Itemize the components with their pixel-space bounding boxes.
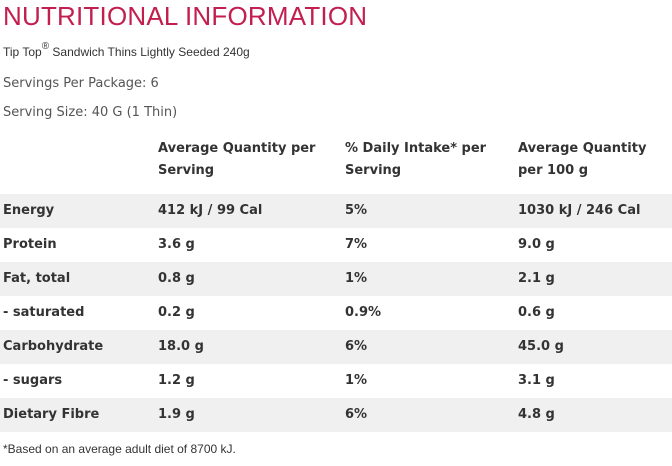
per-serving-value: 3.6 g bbox=[158, 237, 195, 252]
daily-intake-value: 6% bbox=[345, 339, 368, 354]
nutrient-label: Protein bbox=[3, 237, 57, 252]
header-per-100g: Average Quantity per 100 g bbox=[518, 141, 647, 178]
nutrient-label: Dietary Fibre bbox=[3, 407, 100, 422]
nutrient-label: Energy bbox=[3, 203, 55, 218]
per-serving-value: 0.8 g bbox=[158, 271, 195, 286]
page-title: NUTRITIONAL INFORMATION bbox=[3, 1, 368, 31]
per-serving-value: 412 kJ / 99 Cal bbox=[158, 203, 263, 218]
table-row: - saturated 0.2 g 0.9% 0.6 g bbox=[0, 296, 672, 330]
daily-intake-value: 6% bbox=[345, 407, 368, 422]
table-row: Fat, total 0.8 g 1% 2.1 g bbox=[0, 262, 672, 296]
registered-mark: ® bbox=[41, 41, 50, 52]
product-name: Tip Top® Sandwich Thins Lightly Seeded 2… bbox=[3, 41, 250, 59]
product-brand: Tip Top bbox=[3, 45, 42, 59]
daily-intake-value: 1% bbox=[345, 373, 368, 388]
per-serving-value: 0.2 g bbox=[158, 305, 195, 320]
table-row: - sugars 1.2 g 1% 3.1 g bbox=[0, 364, 672, 398]
daily-intake-value: 1% bbox=[345, 271, 368, 286]
header-daily-intake: % Daily Intake* per Serving bbox=[345, 141, 487, 178]
daily-intake-value: 7% bbox=[345, 237, 368, 252]
per-serving-value: 1.9 g bbox=[158, 407, 195, 422]
per-100g-value: 2.1 g bbox=[518, 271, 555, 286]
table-row: Energy 412 kJ / 99 Cal 5% 1030 kJ / 246 Cal bbox=[0, 194, 672, 228]
per-100g-value: 45.0 g bbox=[518, 339, 564, 354]
table-body: Energy 412 kJ / 99 Cal 5% 1030 kJ / 246 Cal… bbox=[0, 194, 672, 432]
nutrient-label: Carbohydrate bbox=[3, 339, 104, 354]
table-row: Dietary Fibre 1.9 g 6% 4.8 g bbox=[0, 398, 672, 432]
per-100g-value: 1030 kJ / 246 Cal bbox=[518, 203, 641, 218]
nutrient-label: - sugars bbox=[3, 373, 63, 388]
table-header: Average Quantity per Serving % Daily Int… bbox=[0, 129, 672, 194]
nutrient-label: - saturated bbox=[3, 305, 85, 320]
servings-per-package: Servings Per Package: 6 bbox=[3, 76, 159, 91]
per-100g-value: 9.0 g bbox=[518, 237, 555, 252]
serving-size: Serving Size: 40 G (1 Thin) bbox=[3, 105, 178, 120]
per-serving-value: 18.0 g bbox=[158, 339, 204, 354]
nutrient-label: Fat, total bbox=[3, 271, 71, 286]
table-row: Protein 3.6 g 7% 9.0 g bbox=[0, 228, 672, 262]
table-row: Carbohydrate 18.0 g 6% 45.0 g bbox=[0, 330, 672, 364]
header-per-serving: Average Quantity per Serving bbox=[158, 141, 316, 178]
daily-intake-value: 5% bbox=[345, 203, 368, 218]
per-serving-value: 1.2 g bbox=[158, 373, 195, 388]
per-100g-value: 0.6 g bbox=[518, 305, 555, 320]
footnote: *Based on an average adult diet of 8700 … bbox=[3, 442, 236, 456]
per-100g-value: 4.8 g bbox=[518, 407, 555, 422]
daily-intake-value: 0.9% bbox=[345, 305, 382, 320]
product-title: Sandwich Thins Lightly Seeded 240g bbox=[49, 45, 250, 59]
nutrition-table: Average Quantity per Serving % Daily Int… bbox=[0, 129, 672, 432]
per-100g-value: 3.1 g bbox=[518, 373, 555, 388]
